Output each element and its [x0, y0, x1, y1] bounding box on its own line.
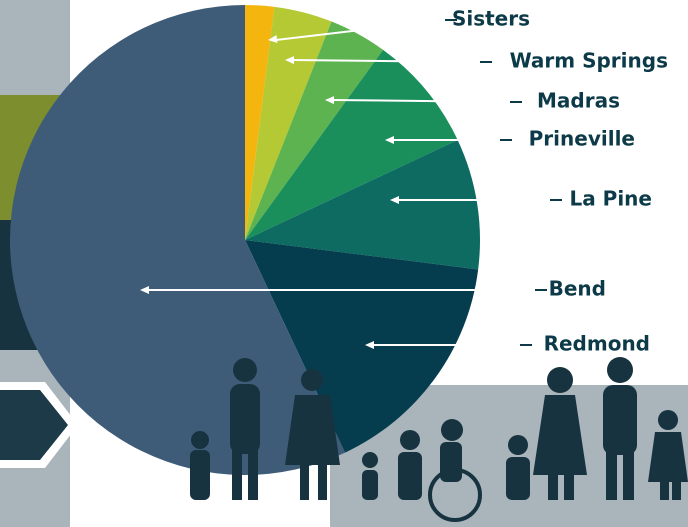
- slice-label: Prineville: [529, 127, 635, 151]
- slice-label: Bend: [549, 277, 606, 301]
- slice-label: Madras: [537, 89, 620, 113]
- slice-label: Redmond: [544, 332, 650, 356]
- chart: Sisters Warm Springs Madras Prineville La Pi…: [0, 0, 688, 527]
- slice-label: Sisters: [452, 7, 530, 31]
- slice-label: Warm Springs: [510, 49, 668, 73]
- page: {"chart_data": {"type": "pie", "categori…: [0, 0, 688, 527]
- slice-label: La Pine: [569, 187, 652, 211]
